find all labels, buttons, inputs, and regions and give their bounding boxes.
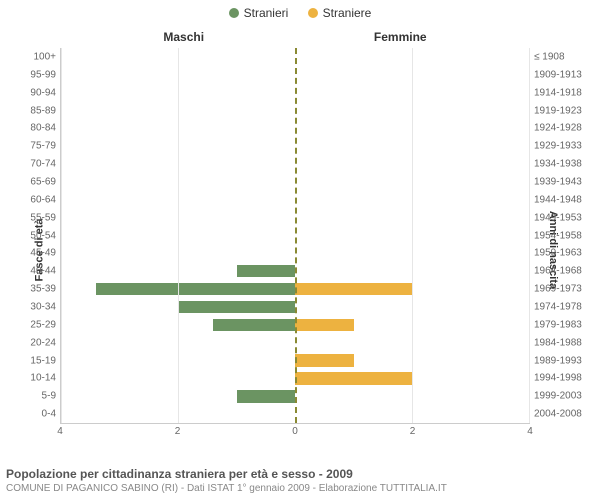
age-label: 25-29 [30,319,56,330]
bar-male [213,319,295,332]
chart: Maschi Femmine 100+≤ 190895-991909-19139… [60,30,530,440]
plot-area: 100+≤ 190895-991909-191390-941914-191885… [60,48,530,424]
gridline [178,48,179,423]
birth-year-label: 1949-1953 [534,212,582,223]
age-label: 70-74 [30,159,56,170]
x-tick-label: 2 [175,426,181,437]
x-axis-ticks: 4 2 0 2 4 [60,424,530,440]
bar-female [295,319,354,332]
legend-item-male: Stranieri [229,6,289,20]
birth-year-label: 1909-1913 [534,69,582,80]
birth-year-label: 1974-1978 [534,301,582,312]
gridline [529,48,530,423]
age-label: 100+ [33,51,56,62]
center-line [295,48,297,423]
birth-year-label: 1929-1933 [534,141,582,152]
birth-year-label: ≤ 1908 [534,51,565,62]
birth-year-label: 1989-1993 [534,355,582,366]
birth-year-label: 1959-1963 [534,248,582,259]
gridline [412,48,413,423]
birth-year-label: 1919-1923 [534,105,582,116]
birth-year-label: 1924-1928 [534,123,582,134]
age-label: 95-99 [30,69,56,80]
x-tick-label: 4 [57,426,63,437]
birth-year-label: 1984-1988 [534,337,582,348]
footer: Popolazione per cittadinanza straniera p… [6,467,594,494]
age-label: 80-84 [30,123,56,134]
age-label: 75-79 [30,141,56,152]
bar-female [295,283,412,296]
chart-title: Popolazione per cittadinanza straniera p… [6,467,594,481]
bar-male [237,265,296,278]
age-label: 40-44 [30,266,56,277]
gridline [61,48,62,423]
bar-female [295,372,412,385]
legend-swatch-male [229,8,239,18]
age-label: 10-14 [30,373,56,384]
birth-year-label: 1979-1983 [534,319,582,330]
birth-year-label: 1934-1938 [534,159,582,170]
bar-male [178,301,295,314]
age-label: 50-54 [30,230,56,241]
bar-female [295,354,354,367]
age-label: 20-24 [30,337,56,348]
age-label: 45-49 [30,248,56,259]
age-label: 35-39 [30,284,56,295]
x-tick-label: 4 [527,426,533,437]
age-label: 30-34 [30,301,56,312]
birth-year-label: 1939-1943 [534,176,582,187]
birth-year-label: 1964-1968 [534,266,582,277]
legend-label-female: Straniere [323,6,372,20]
legend-label-male: Stranieri [244,6,289,20]
legend-item-female: Straniere [308,6,372,20]
legend-swatch-female [308,8,318,18]
age-label: 15-19 [30,355,56,366]
age-label: 65-69 [30,176,56,187]
bar-male [96,283,295,296]
birth-year-label: 1914-1918 [534,87,582,98]
bar-male [237,390,296,403]
age-label: 90-94 [30,87,56,98]
x-tick-label: 0 [292,426,298,437]
birth-year-label: 1954-1958 [534,230,582,241]
legend: Stranieri Straniere [0,0,600,21]
section-label-male: Maschi [163,30,204,44]
birth-year-label: 2004-2008 [534,409,582,420]
age-label: 60-64 [30,194,56,205]
chart-subtitle: COMUNE DI PAGANICO SABINO (RI) - Dati IS… [6,483,594,494]
age-label: 55-59 [30,212,56,223]
birth-year-label: 1944-1948 [534,194,582,205]
age-label: 85-89 [30,105,56,116]
x-tick-label: 2 [410,426,416,437]
section-label-female: Femmine [374,30,427,44]
age-label: 5-9 [42,391,56,402]
birth-year-label: 1969-1973 [534,284,582,295]
birth-year-label: 1994-1998 [534,373,582,384]
birth-year-label: 1999-2003 [534,391,582,402]
age-label: 0-4 [42,409,56,420]
